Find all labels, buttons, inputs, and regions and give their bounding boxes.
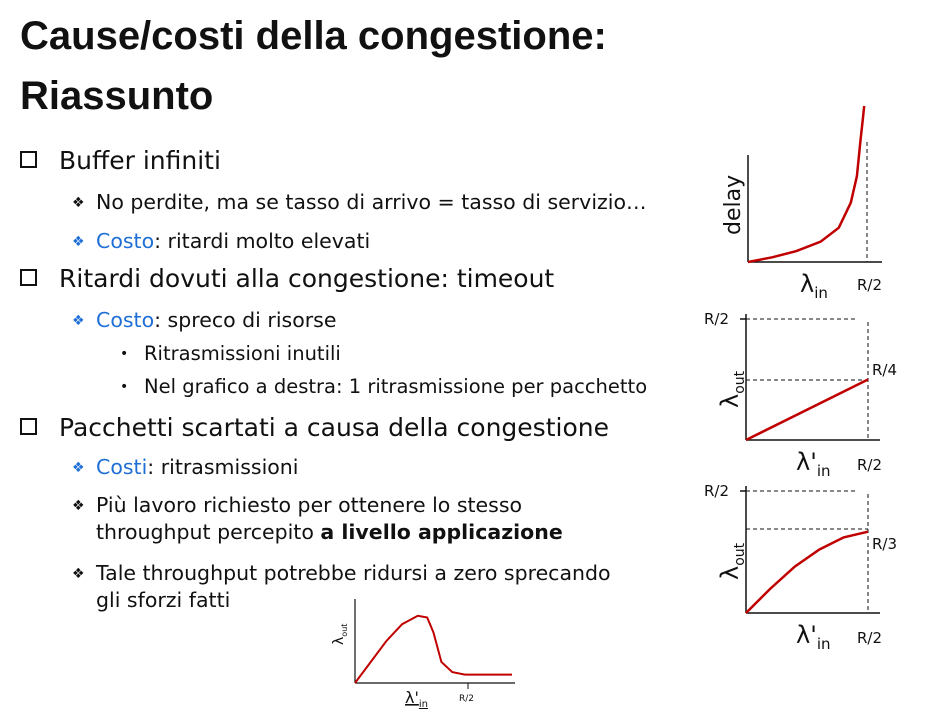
bullet-buffer-infiniti: Buffer infiniti [20,146,221,175]
diamond-bullet-icon: ❖ [72,566,85,582]
x-axis-label: λ'in [796,448,831,480]
x-axis-label: λ'in [405,688,428,710]
title-line-2: Riassunto [20,74,214,118]
diamond-bullet-icon: ❖ [72,313,85,329]
sub-bullet-text-line1: Tale throughput potrebbe ridursi a zero … [96,561,611,585]
x-tick-r2: R/2 [857,276,882,294]
sub-bullet-text: : ritrasmissioni [147,455,299,479]
bullet-label: Buffer infiniti [59,146,221,175]
goodput-curve [354,614,512,684]
sub-bullet-text: No perdite, ma se tasso di arrivo = tass… [96,190,647,214]
point-label-r3: R/3 [872,535,897,553]
sub-bullet-text-line1: Più lavoro richiesto per ottenere lo ste… [96,493,523,517]
sub-bullet-piu-lavoro: ❖ Più lavoro richiesto per ottenere lo st… [72,492,563,545]
chart-congestion-collapse: λout λ'in R/2 [331,599,515,710]
y-axis-label: λout [716,542,748,580]
diamond-bullet-icon: ❖ [72,498,85,514]
x-tick-r2: R/2 [857,629,882,647]
x-tick-r2: R/2 [857,456,882,474]
diamond-bullet-icon: ❖ [72,460,85,476]
checkbox-bullet-icon [20,151,37,168]
diamond-bullet-icon: ❖ [72,195,85,211]
sub-sub-bullet-text: Ritrasmissioni inutili [144,342,341,365]
dot-bullet-icon: • [120,379,129,395]
sub-bullet-text-line2: gli sforzi fatti [96,588,231,612]
sub-bullet-text: : ritardi molto elevati [154,229,371,253]
delay-curve [747,105,866,264]
sub-bullet-bold-text: a livello applicazione [320,520,563,544]
dot-bullet-icon: • [120,346,129,362]
y-axis-label: λout [331,624,349,645]
chart-delay: delay λin R/2 [721,105,882,302]
sub-bullet-highlight: Costo [96,308,155,332]
sub-bullet-highlight: Costo [96,229,155,253]
y-tick-r2: R/2 [704,482,729,500]
slide-title: Cause/costi della congestione: Riassunto [20,6,720,126]
sub-bullet-costo-spreco: ❖ Costo: spreco di risorse [72,307,336,334]
throughput-line [745,378,869,442]
y-axis-label: delay [721,175,746,235]
bullet-pacchetti-scartati: Pacchetti scartati a causa della congest… [20,413,609,442]
sub-bullet-throughput-zero: ❖ Tale throughput potrebbe ridursi a zero… [72,560,611,613]
y-tick-r2: R/2 [704,310,729,328]
sub-sub-bullet-grafico-destra: • Nel grafico a destra: 1 ritrasmissione … [120,375,647,398]
chart-lambda-out-loss: R/2 R/3 λout λ'in R/2 [704,482,897,653]
sub-sub-bullet-ritrasmissioni-inutili: • Ritrasmissioni inutili [120,342,341,365]
sub-sub-bullet-text: Nel grafico a destra: 1 ritrasmissione p… [144,375,648,398]
sub-bullet-costo-ritardi: ❖ Costo: ritardi molto elevati [72,228,370,255]
point-label-r4: R/4 [872,361,897,379]
checkbox-bullet-icon [20,418,37,435]
sub-bullet-costi-ritrasmissioni: ❖ Costi: ritrasmissioni [72,454,299,481]
y-axis-label: λout [716,370,748,408]
bullet-label: Pacchetti scartati a causa della congest… [59,413,609,442]
chart-lambda-out-retx: R/2 R/4 λout λ'in R/2 [704,310,897,480]
checkbox-bullet-icon [20,269,37,286]
diamond-bullet-icon: ❖ [72,234,85,250]
bullet-ritardi-timeout: Ritardi dovuti alla congestione: timeout [20,264,554,293]
title-line-1: Cause/costi della congestione: [20,14,607,58]
sub-bullet-highlight: Costi [96,455,148,479]
x-axis-label: λin [800,270,828,302]
sub-bullet-text: : spreco di risorse [154,308,337,332]
throughput-curve [745,530,869,614]
x-axis-label: λ'in [796,621,831,653]
x-tick-r2: R/2 [459,694,474,704]
bullet-label: Ritardi dovuti alla congestione: timeout [59,264,555,293]
sub-bullet-text-line2: throughput percepito [96,520,321,544]
sub-bullet-no-perdite: ❖ No perdite, ma se tasso di arrivo = tas… [72,189,647,216]
